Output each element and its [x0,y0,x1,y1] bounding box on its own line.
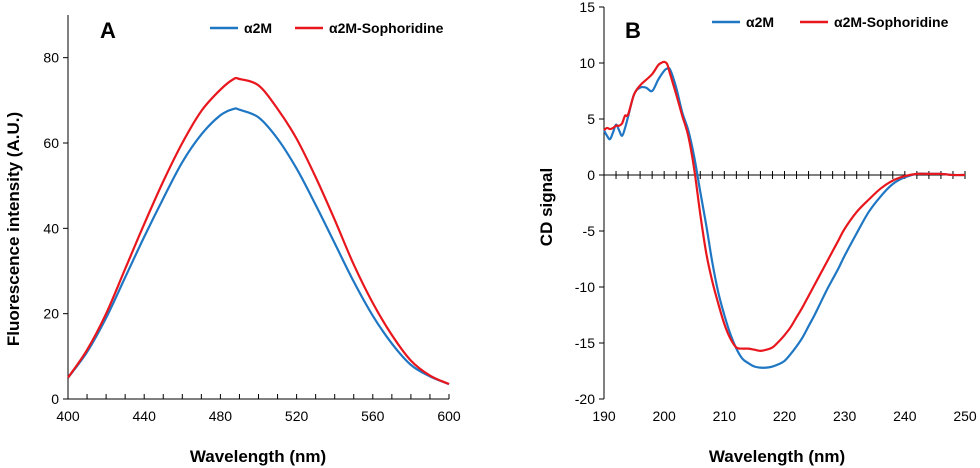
panel-a-x-tick-label: 480 [209,408,233,424]
panel-b-y-tick-label: 15 [579,0,595,15]
panel-b-y-axis-title: CD signal [537,168,556,246]
panel-a-y-tick-label: 20 [43,306,59,322]
panel-a-y-tick-label: 80 [43,50,59,66]
panel-b-x-tick-label: 250 [953,408,977,424]
panel-a-y-tick-label: 40 [43,220,59,236]
panel-b-y-tick-label: 5 [587,111,595,127]
panel-a-x-tick-label: 440 [133,408,157,424]
panel-a-legend: α2M α2M-Sophoridine [210,20,444,36]
panel-b-y-tick-label: -20 [575,391,595,407]
panel-b-x-tick-label: 230 [833,408,857,424]
panel-a-x-axis-title: Wavelength (nm) [190,447,326,466]
panel-a-chart: 0 20 40 60 80 400 440 480 520 560 600 A α2M α2M-So… [4,15,461,466]
panel-b-y-tick-label: 0 [587,167,595,183]
panel-b-y-tick-label: -10 [575,279,595,295]
panel-a-x-tick-label: 560 [361,408,385,424]
panel-a-label: A [100,18,116,43]
panel-b-y-tick-label: 10 [579,55,595,71]
panel-b-series [603,60,966,369]
panel-b-x-tick-label: 220 [773,408,797,424]
panel-a-series [67,76,450,386]
panel-a-series-a2m-line [67,107,450,386]
panel-a-y-axis-title: Fluorescence intensity (A.U.) [4,112,23,346]
panel-b-x-tick-label: 210 [713,408,737,424]
panel-b-y-tick-label: -15 [575,335,595,351]
panel-a-axes: 0 20 40 60 80 400 440 480 520 560 600 [43,15,461,424]
panel-b-x-tick-label: 190 [592,408,616,424]
panel-a-legend-a2m: α2M [244,20,272,36]
panel-b-x-axis-title: Wavelength (nm) [709,447,845,466]
panel-b-y-tick-label: -5 [583,223,596,239]
panel-a-x-tick-label: 400 [56,408,80,424]
panel-a-y-tick-label: 60 [43,135,59,151]
panel-b-series-a2m-sophoridine-line [603,60,966,352]
panel-b-label: B [625,18,641,43]
panel-a-x-tick-label: 600 [437,408,461,424]
panel-b-legend: α2M α2M-Sophoridine [712,14,949,30]
panel-b-x-tick-label: 200 [652,408,676,424]
panel-a-legend-sophoridine: α2M-Sophoridine [329,20,444,36]
panel-b-legend-sophoridine: α2M-Sophoridine [834,14,949,30]
panel-a-series-a2m-sophoridine-line [67,76,450,386]
panel-b-legend-a2m: α2M [746,14,774,30]
panel-a-y-tick-label: 0 [51,391,59,407]
panel-b-x-tick-label: 240 [893,408,917,424]
panel-b-series-a2m-line [603,66,966,369]
panel-a-x-tick-label: 520 [285,408,309,424]
